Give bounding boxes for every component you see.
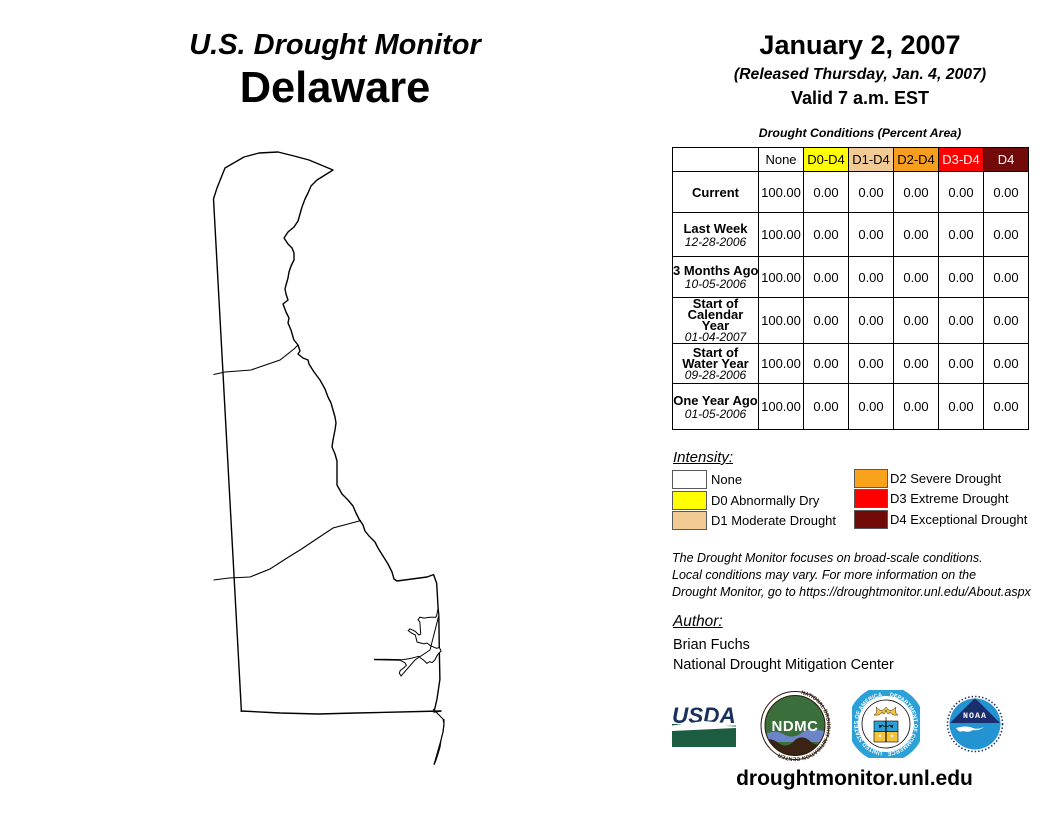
svg-text:NDMC: NDMC (772, 718, 819, 735)
svg-text:NOAA: NOAA (963, 712, 987, 721)
